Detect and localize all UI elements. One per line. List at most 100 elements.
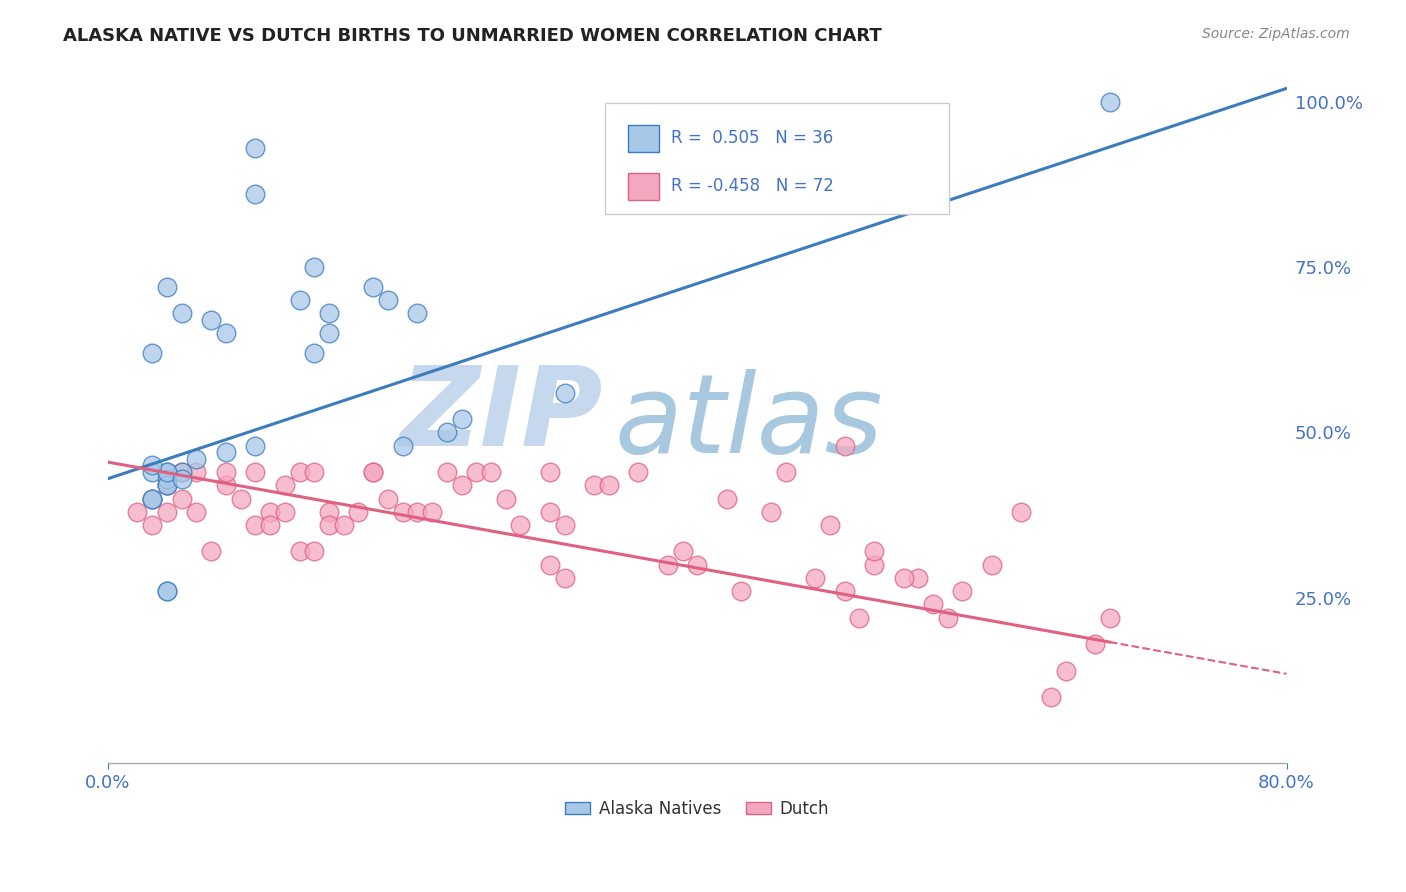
Point [156, 478, 179, 492]
Point [907, 571, 929, 585]
Point [538, 505, 561, 519]
Point [450, 478, 472, 492]
Point [598, 478, 620, 492]
Point [1039, 690, 1062, 704]
Point [186, 505, 208, 519]
Point [245, 465, 267, 479]
Point [141, 465, 163, 479]
Text: R = -0.458   N = 72: R = -0.458 N = 72 [671, 177, 834, 194]
Point [318, 306, 340, 320]
Point [186, 465, 208, 479]
Point [671, 544, 693, 558]
Legend: Alaska Natives, Dutch: Alaska Natives, Dutch [558, 793, 835, 824]
Point [288, 293, 311, 307]
Point [318, 518, 340, 533]
Point [141, 491, 163, 506]
Point [804, 571, 827, 585]
Point [170, 472, 193, 486]
Point [141, 458, 163, 473]
Point [170, 491, 193, 506]
Point [156, 465, 179, 479]
Point [863, 558, 886, 572]
Text: Source: ZipAtlas.com: Source: ZipAtlas.com [1202, 27, 1350, 41]
Point [200, 544, 222, 558]
Point [318, 326, 340, 340]
Point [834, 439, 856, 453]
Point [141, 518, 163, 533]
Point [332, 518, 354, 533]
Point [215, 478, 238, 492]
Point [361, 465, 384, 479]
Point [229, 491, 252, 506]
Point [1084, 637, 1107, 651]
Point [156, 472, 179, 486]
Point [657, 558, 679, 572]
Point [156, 465, 179, 479]
Point [156, 505, 179, 519]
Point [936, 610, 959, 624]
Text: atlas: atlas [614, 369, 883, 476]
Point [170, 465, 193, 479]
Point [893, 571, 915, 585]
Point [245, 518, 267, 533]
Point [716, 491, 738, 506]
Point [759, 505, 782, 519]
Point [952, 584, 974, 599]
Point [1098, 95, 1121, 109]
Point [406, 505, 429, 519]
Point [347, 505, 370, 519]
Point [436, 425, 458, 440]
Point [156, 478, 179, 492]
Point [302, 544, 325, 558]
Point [479, 465, 502, 479]
Point [554, 571, 576, 585]
Point [274, 505, 297, 519]
Point [495, 491, 517, 506]
Point [156, 478, 179, 492]
Point [420, 505, 443, 519]
Point [1098, 610, 1121, 624]
Point [377, 293, 399, 307]
Point [554, 518, 576, 533]
Point [436, 465, 458, 479]
Point [361, 465, 384, 479]
Point [922, 598, 945, 612]
Point [141, 491, 163, 506]
Point [302, 346, 325, 360]
Point [465, 465, 488, 479]
Point [259, 518, 281, 533]
Point [215, 326, 238, 340]
Point [361, 280, 384, 294]
Point [259, 505, 281, 519]
Point [288, 465, 311, 479]
Point [538, 558, 561, 572]
Point [391, 505, 413, 519]
Point [156, 584, 179, 599]
Point [1054, 664, 1077, 678]
Point [391, 439, 413, 453]
Point [980, 558, 1002, 572]
Point [141, 346, 163, 360]
Point [1010, 505, 1032, 519]
Point [288, 544, 311, 558]
Point [863, 544, 886, 558]
Point [406, 306, 429, 320]
Point [186, 451, 208, 466]
Point [156, 280, 179, 294]
Text: ZIP: ZIP [399, 362, 603, 469]
Point [302, 465, 325, 479]
Point [200, 313, 222, 327]
Point [818, 518, 841, 533]
Point [377, 491, 399, 506]
Point [627, 465, 650, 479]
Point [170, 465, 193, 479]
Point [215, 445, 238, 459]
Point [848, 610, 870, 624]
Point [170, 306, 193, 320]
Point [834, 584, 856, 599]
Point [215, 465, 238, 479]
Point [775, 465, 797, 479]
Point [156, 584, 179, 599]
Point [318, 505, 340, 519]
Point [554, 385, 576, 400]
